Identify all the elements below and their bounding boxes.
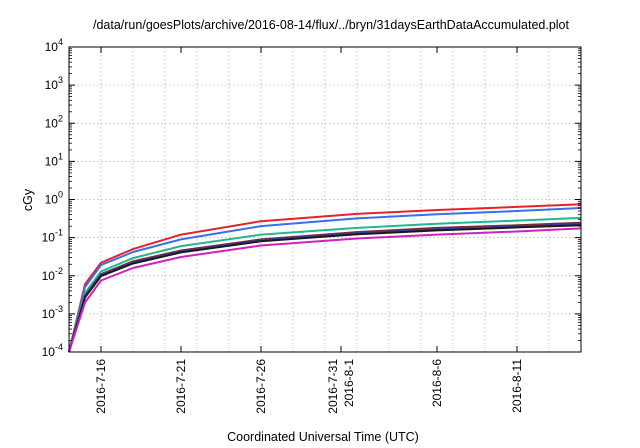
x-axis-label: Coordinated Universal Time (UTC) [227, 430, 419, 444]
y-axis: 10-4 10-3 10-2 10-1 100 101 102 103 104 [42, 37, 581, 359]
x-tick-label: 2016-8-1 [342, 359, 356, 407]
x-tick-label: 2016-7-21 [174, 359, 188, 414]
series-line [68, 203, 582, 353]
x-tick-label: 2016-7-26 [254, 359, 268, 414]
y-tick-label: 103 [45, 75, 63, 92]
y-tick-label: 10-3 [42, 304, 63, 321]
series-line [68, 224, 582, 353]
series-line [68, 207, 582, 353]
y-tick-label: 10-1 [42, 228, 63, 245]
series-group [68, 203, 582, 353]
y-tick-label: 100 [45, 190, 63, 207]
grid [69, 47, 581, 352]
y-tick-label: 10-2 [42, 266, 63, 283]
series-line [68, 216, 582, 353]
x-tick-label: 2016-7-16 [94, 359, 108, 414]
x-tick-label: 2016-7-31 [326, 359, 340, 414]
y-tick-label: 104 [45, 37, 63, 54]
chart-title: /data/run/goesPlots/archive/2016-08-14/f… [93, 18, 569, 32]
x-tick-label: 2016-8-11 [510, 359, 524, 413]
y-tick-label: 102 [45, 113, 63, 130]
series-line [68, 227, 582, 353]
x-axis: 2016-7-16 2016-7-21 2016-7-26 2016-7-31 2016… [94, 47, 524, 414]
y-axis-label: cGy [21, 188, 35, 211]
y-tick-label: 101 [45, 151, 63, 168]
x-tick-label: 2016-8-6 [430, 359, 444, 407]
y-tick-label: 10-4 [42, 342, 63, 359]
